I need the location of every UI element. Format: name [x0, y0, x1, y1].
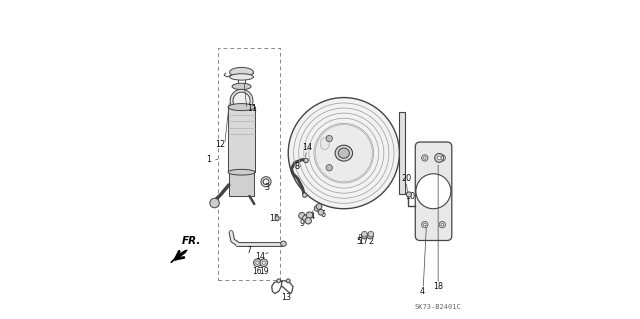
Circle shape: [439, 155, 445, 161]
Circle shape: [424, 157, 426, 159]
Ellipse shape: [339, 148, 349, 158]
Circle shape: [316, 204, 322, 209]
Circle shape: [439, 221, 445, 228]
Polygon shape: [171, 250, 188, 263]
Circle shape: [368, 231, 374, 237]
Circle shape: [307, 212, 313, 218]
Text: 2: 2: [368, 237, 373, 246]
Circle shape: [316, 124, 372, 182]
Ellipse shape: [228, 104, 255, 111]
Circle shape: [326, 135, 332, 142]
Circle shape: [305, 218, 312, 224]
Circle shape: [424, 223, 426, 226]
Circle shape: [437, 156, 441, 160]
Text: 1: 1: [205, 155, 211, 164]
Circle shape: [367, 233, 373, 239]
Circle shape: [253, 259, 261, 267]
Ellipse shape: [233, 92, 250, 109]
Ellipse shape: [232, 83, 251, 90]
Text: 18: 18: [433, 282, 443, 291]
Circle shape: [422, 155, 428, 161]
Text: 10: 10: [406, 191, 415, 201]
Circle shape: [422, 221, 428, 228]
Text: 8: 8: [294, 162, 300, 171]
Circle shape: [299, 212, 305, 219]
Text: 14: 14: [302, 143, 312, 152]
Circle shape: [441, 223, 444, 226]
Circle shape: [326, 165, 332, 171]
Text: 17: 17: [358, 237, 368, 246]
Text: 5: 5: [356, 237, 362, 246]
Text: 11: 11: [246, 104, 257, 113]
Ellipse shape: [406, 192, 412, 197]
Text: 9: 9: [300, 219, 305, 228]
Ellipse shape: [230, 89, 253, 112]
Text: 6: 6: [321, 210, 326, 219]
Bar: [399, 112, 405, 195]
Circle shape: [277, 279, 280, 283]
Ellipse shape: [263, 179, 269, 185]
Circle shape: [362, 231, 367, 237]
Text: 14: 14: [255, 252, 266, 261]
Text: SK73-B2401C: SK73-B2401C: [414, 304, 461, 310]
Ellipse shape: [303, 193, 307, 197]
Text: 13: 13: [282, 293, 292, 302]
Ellipse shape: [275, 216, 279, 221]
Text: 19: 19: [259, 267, 269, 276]
Text: 12: 12: [215, 140, 225, 149]
Circle shape: [362, 233, 367, 239]
Circle shape: [303, 215, 309, 221]
Ellipse shape: [304, 158, 308, 163]
Circle shape: [318, 209, 324, 215]
Circle shape: [314, 205, 320, 211]
Ellipse shape: [280, 241, 286, 246]
Circle shape: [262, 261, 266, 264]
Ellipse shape: [230, 74, 253, 80]
Ellipse shape: [335, 145, 353, 161]
Ellipse shape: [261, 177, 271, 187]
Text: 15: 15: [269, 214, 279, 223]
Bar: [228, 107, 255, 172]
Ellipse shape: [228, 169, 255, 175]
Circle shape: [210, 198, 220, 208]
Text: FR.: FR.: [182, 236, 201, 246]
Text: 4: 4: [420, 287, 425, 296]
Circle shape: [416, 174, 451, 209]
Text: 16: 16: [253, 267, 262, 276]
Circle shape: [288, 98, 399, 209]
Text: 20: 20: [401, 174, 412, 183]
Text: 14: 14: [305, 211, 315, 220]
Circle shape: [260, 259, 268, 267]
Circle shape: [256, 261, 259, 264]
Circle shape: [286, 279, 290, 283]
Text: 7: 7: [246, 246, 251, 255]
Circle shape: [435, 153, 444, 162]
FancyBboxPatch shape: [415, 142, 452, 241]
Bar: [229, 172, 254, 196]
Text: 3: 3: [264, 183, 269, 192]
Ellipse shape: [230, 67, 253, 77]
Ellipse shape: [320, 137, 329, 150]
Circle shape: [441, 157, 444, 159]
